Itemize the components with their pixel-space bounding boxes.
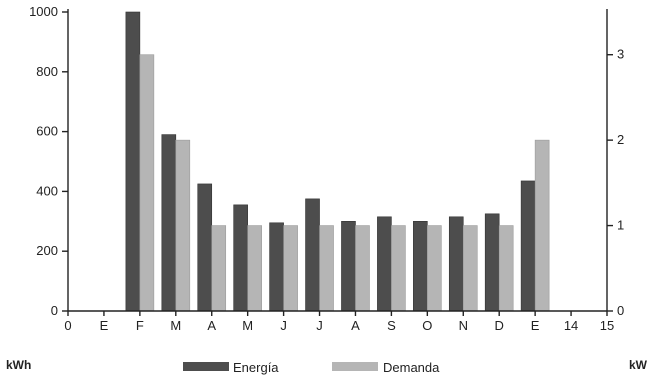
x-tick-label-12: D [495, 318, 504, 333]
right-tick-label-1: 1 [617, 218, 624, 233]
bar-energia-11 [484, 213, 500, 312]
bar-demanda-9 [427, 225, 442, 312]
x-tick-label-7: J [316, 318, 323, 333]
right-tick-label-2: 2 [617, 132, 624, 147]
x-tick-label-11: N [459, 318, 468, 333]
left-tick-label-4: 800 [36, 64, 58, 79]
bar-demanda-8 [391, 225, 406, 312]
x-tick-label-2: F [136, 318, 144, 333]
bar-energia-6 [305, 198, 320, 312]
left-tick-label-2: 400 [36, 183, 58, 198]
legend: Energía Demanda [183, 360, 440, 375]
bar-energia-8 [377, 216, 392, 312]
left-tick-label-1: 200 [36, 243, 58, 258]
x-tick-label-13: E [531, 318, 540, 333]
bar-energia-3 [197, 183, 213, 312]
legend-swatch-energia [183, 362, 229, 371]
x-tick-label-6: J [280, 318, 287, 333]
bar-demanda-5 [283, 225, 298, 312]
bar-demanda-11 [498, 225, 514, 312]
bar-demanda-3 [211, 225, 227, 312]
bar-energia-5 [269, 222, 284, 312]
x-tick-label-9: S [387, 318, 396, 333]
left-axis-unit: kWh [6, 358, 31, 372]
left-tick-label-0: 0 [51, 303, 58, 318]
left-tick-label-5: 1000 [29, 4, 58, 19]
x-tick-label-14: 14 [564, 318, 578, 333]
bar-energia-1 [125, 11, 141, 312]
right-axis-unit: kW [629, 358, 648, 372]
ticks-layer: 0 200 400 600 800 1000 0 1 2 3 0 E F M A M J J A S O N D E 14 15 [29, 4, 624, 333]
bar-energia-2 [161, 134, 177, 312]
bar-energia-4 [233, 204, 248, 312]
legend-label-demanda: Demanda [383, 360, 440, 375]
bar-energia-9 [413, 221, 428, 312]
x-tick-label-15: 15 [600, 318, 614, 333]
bar-demanda-12 [534, 139, 550, 312]
x-tick-label-0: 0 [64, 318, 71, 333]
bar-demanda-2 [175, 139, 191, 312]
right-tick-label-3: 3 [617, 47, 624, 62]
legend-swatch-demanda [332, 362, 378, 371]
bar-demanda-1 [139, 54, 155, 312]
right-tick-label-0: 0 [617, 303, 624, 318]
bar-demanda-10 [462, 225, 478, 312]
bar-energia-7 [341, 221, 356, 312]
bar-demanda-7 [355, 225, 370, 312]
x-tick-label-4: A [207, 318, 216, 333]
x-tick-label-10: O [422, 318, 432, 333]
left-tick-label-3: 600 [36, 124, 58, 139]
x-tick-label-8: A [351, 318, 360, 333]
bar-energia-10 [448, 216, 464, 312]
axes-layer [67, 9, 608, 312]
x-tick-label-3: M [170, 318, 181, 333]
x-tick-label-1: E [100, 318, 109, 333]
bar-demanda-6 [319, 225, 334, 312]
x-tick-label-5: M [242, 318, 253, 333]
legend-label-energia: Energía [233, 360, 279, 375]
bar-energia-12 [520, 180, 536, 312]
bars-layer [125, 11, 550, 312]
bar-demanda-4 [247, 225, 262, 312]
